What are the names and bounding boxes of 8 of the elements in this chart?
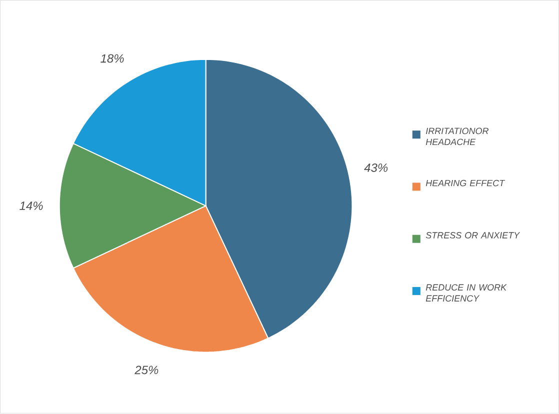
legend-label: STRESS OR ANXIETY — [426, 232, 520, 239]
legend-label: IRRITATIONOR HEADACHE — [426, 128, 488, 146]
legend-label: REDUCE IN WORK EFFICIENCY — [426, 284, 507, 302]
data-label: 14% — [20, 202, 43, 210]
data-label: 43% — [364, 164, 388, 172]
legend-label: HEARING EFFECT — [426, 180, 506, 186]
data-label: 18% — [100, 54, 124, 63]
data-label: 25% — [134, 366, 158, 374]
